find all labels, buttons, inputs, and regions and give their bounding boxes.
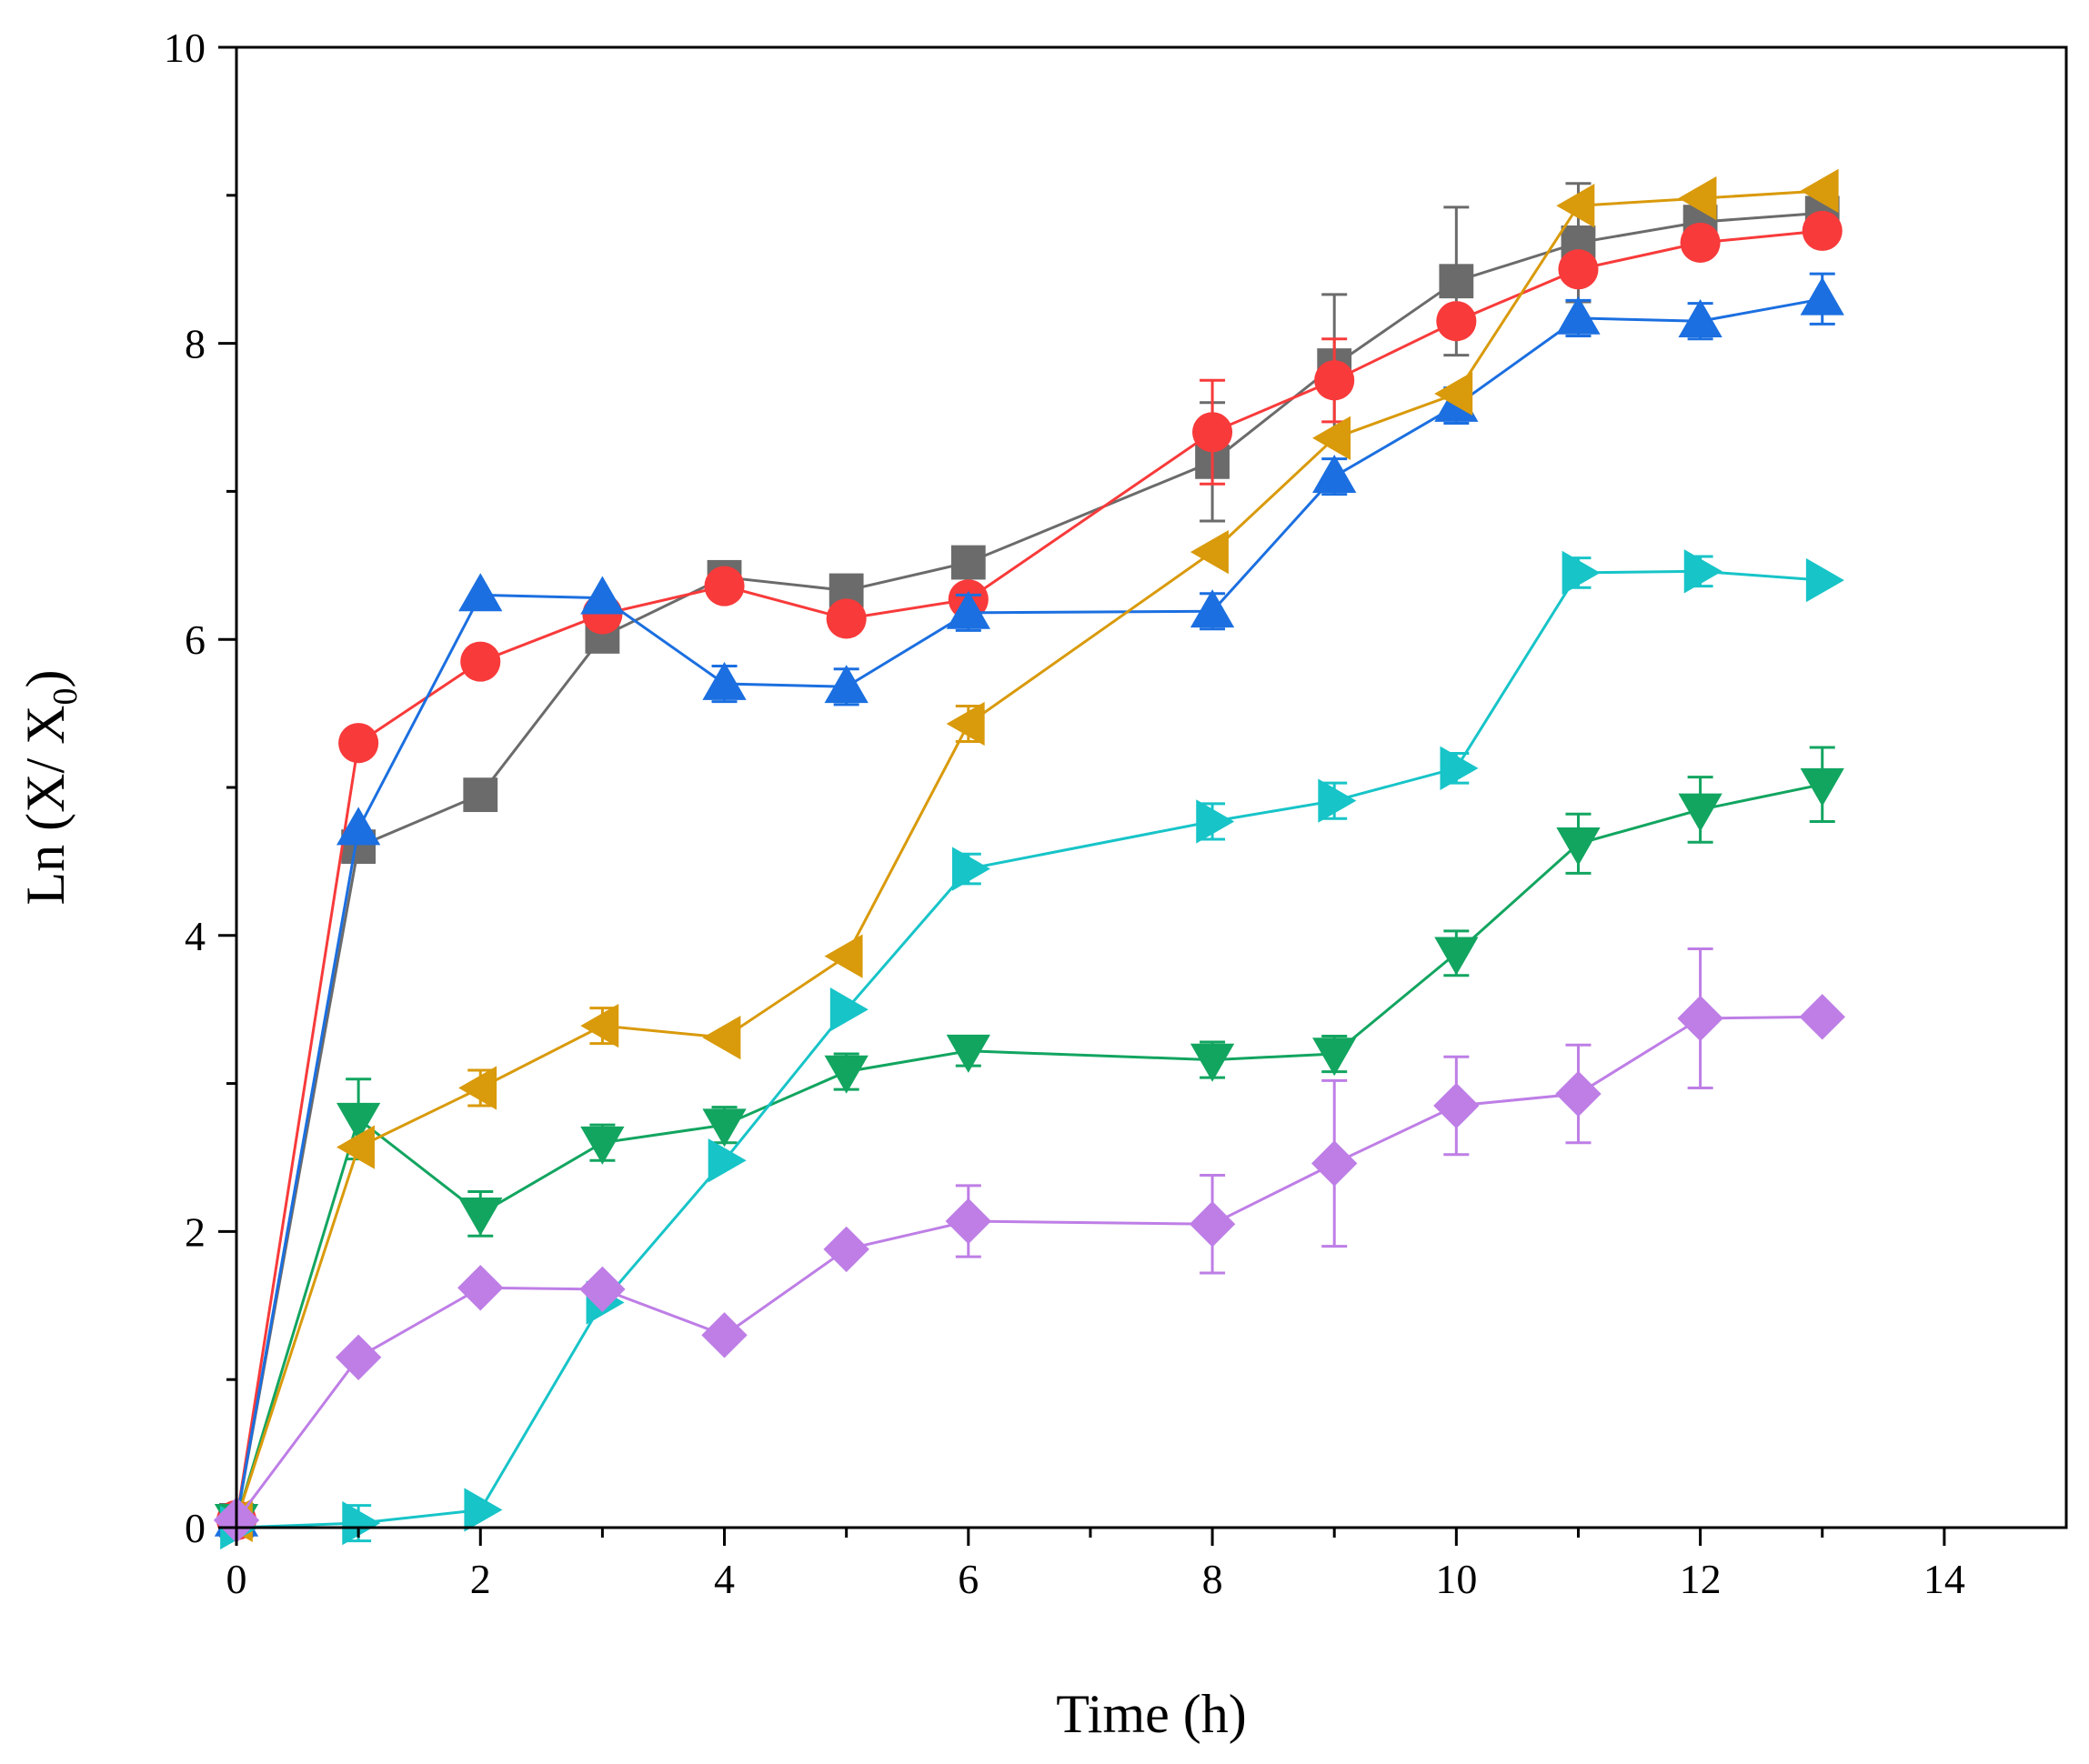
marker-triangle-right [1562, 550, 1601, 596]
y-axis-title-subscript: 0 [46, 688, 85, 706]
y-axis-title-close: ) [15, 670, 75, 688]
series-layer [213, 168, 1845, 1550]
marker-diamond [335, 1334, 382, 1380]
marker-triangle-left [1434, 371, 1473, 416]
x-tick-label: 4 [714, 1556, 735, 1602]
marker-circle [1680, 222, 1721, 263]
marker-triangle-right [1196, 799, 1235, 844]
marker-triangle-right [464, 1488, 503, 1532]
marker-triangle-down [1312, 1037, 1357, 1077]
y-axis-title: Ln (X/ X0) [15, 670, 85, 906]
x-tick-label: 8 [1202, 1556, 1223, 1602]
marker-circle [338, 723, 379, 764]
marker-triangle-right [1805, 557, 1844, 603]
marker-circle [1314, 360, 1355, 401]
marker-triangle-left [580, 1003, 619, 1048]
y-tick-label: 4 [185, 913, 206, 959]
x-tick-label: 14 [1923, 1556, 1965, 1602]
marker-triangle-left [336, 1125, 375, 1169]
marker-triangle-right [1440, 746, 1479, 790]
marker-triangle-left [1800, 168, 1839, 214]
marker-triangle-up [1556, 296, 1601, 335]
marker-circle [1436, 301, 1477, 342]
marker-triangle-right [342, 1500, 381, 1546]
marker-square [1439, 264, 1474, 299]
x-tick-label: 6 [958, 1556, 979, 1602]
marker-triangle-up [1678, 299, 1722, 338]
x-axis-title: Time (h) [1056, 1684, 1246, 1744]
marker-diamond [1555, 1070, 1602, 1118]
marker-triangle-left [824, 934, 863, 978]
marker-triangle-down [946, 1034, 990, 1073]
y-tick-label: 8 [185, 321, 206, 367]
marker-triangle-up [458, 573, 503, 612]
marker-circle [1802, 210, 1843, 251]
marker-triangle-left [946, 701, 985, 747]
marker-triangle-up [336, 807, 381, 846]
marker-triangle-down [336, 1102, 381, 1141]
marker-triangle-up [946, 590, 990, 629]
marker-triangle-right [1683, 549, 1722, 594]
marker-triangle-down [1190, 1043, 1235, 1082]
y-axis-title-main: Ln (X/ X [15, 706, 75, 906]
y-tick-label: 0 [185, 1505, 206, 1551]
marker-diamond [1189, 1201, 1236, 1248]
series-purple-diamond [213, 947, 1845, 1544]
marker-diamond [1311, 1140, 1358, 1187]
marker-diamond [1799, 994, 1845, 1040]
marker-diamond [701, 1312, 748, 1358]
marker-triangle-left [1556, 184, 1595, 228]
marker-circle [704, 566, 745, 606]
marker-triangle-left [458, 1066, 497, 1110]
marker-triangle-down [1556, 827, 1601, 867]
marker-diamond [457, 1265, 504, 1311]
marker-diamond [579, 1266, 626, 1313]
marker-triangle-left [702, 1015, 741, 1060]
marker-triangle-left [1312, 416, 1351, 460]
marker-triangle-up [580, 576, 625, 615]
marker-triangle-right [708, 1138, 747, 1183]
y-tick-label: 6 [185, 616, 206, 663]
marker-triangle-left [1190, 529, 1229, 575]
x-tick-label: 12 [1680, 1556, 1722, 1602]
marker-triangle-down [824, 1055, 869, 1094]
marker-triangle-up [824, 665, 869, 704]
marker-triangle-up [702, 661, 747, 700]
marker-circle [460, 641, 501, 682]
marker-circle [1558, 249, 1599, 290]
x-tick-label: 10 [1435, 1556, 1477, 1602]
y-tick-label: 10 [164, 25, 206, 71]
marker-triangle-right [829, 987, 869, 1032]
marker-triangle-down [1678, 793, 1722, 832]
marker-diamond [1677, 995, 1723, 1042]
marker-diamond [1433, 1082, 1480, 1129]
marker-circle [826, 598, 867, 639]
marker-diamond [945, 1198, 991, 1245]
marker-square [950, 545, 986, 580]
marker-triangle-up [1312, 454, 1357, 493]
marker-triangle-down [458, 1198, 503, 1237]
marker-triangle-down [1800, 767, 1844, 807]
marker-diamond [823, 1226, 869, 1273]
marker-triangle-down [702, 1108, 747, 1148]
series-green-triangle-down [214, 746, 1844, 1543]
marker-triangle-left [1678, 175, 1717, 221]
marker-square [463, 777, 498, 813]
marker-triangle-down [1434, 937, 1479, 976]
marker-triangle-down [580, 1126, 625, 1165]
marker-triangle-up [1190, 589, 1235, 628]
x-tick-label: 0 [226, 1556, 247, 1602]
x-tick-label: 2 [470, 1556, 491, 1602]
marker-triangle-right [951, 847, 990, 891]
marker-triangle-up [1800, 276, 1844, 316]
marker-circle [1192, 412, 1233, 453]
marker-triangle-right [1318, 778, 1357, 823]
ticks-layer: 0 2 4 6 8 10 12 14 0 2 4 6 8 10 [164, 25, 1965, 1602]
y-tick-label: 2 [185, 1208, 206, 1255]
